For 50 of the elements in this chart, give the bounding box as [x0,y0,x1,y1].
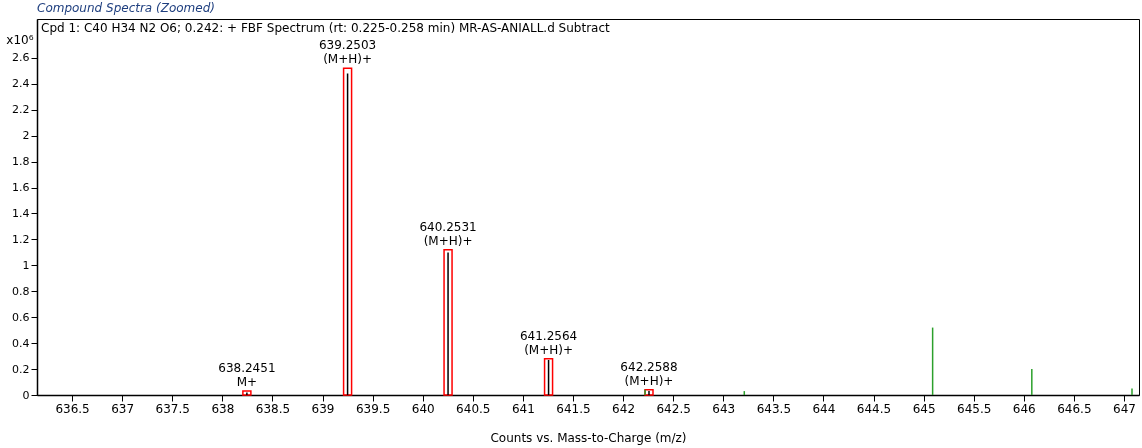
x-tick-label: 640.5 [456,401,491,416]
bar [342,67,353,396]
y-tick-label: 2.2 [12,103,30,117]
x-tick-label: 645 [912,401,936,416]
x-tick-label: 636.5 [55,401,90,416]
y-tick-label: 2.4 [12,77,30,91]
bar [242,390,252,396]
x-tick-label: 638 [211,401,235,416]
y-tick-label: 0.4 [12,336,30,350]
annotation: 642.2588 (M+H)+ [620,359,678,388]
y-tick-label: 2.6 [12,51,30,65]
bar [543,357,554,396]
y-tick-label: 0.6 [12,310,30,324]
x-tick-label: 639 [311,401,335,416]
x-tick-label: 644.5 [856,401,892,416]
x-tick-label: 641 [511,401,535,416]
annotation: 640.2531 (M+H)+ [419,219,477,248]
x-tick-label: 639.5 [355,401,391,416]
x-tick-label: 642.5 [656,401,691,416]
y-tick-label: 1.8 [12,155,30,169]
y-tick-label: 0.8 [12,284,30,298]
y-tick-label: 2 [22,129,30,143]
x-tick-label: 637.5 [155,401,190,416]
chart-title: Compound Spectra (Zoomed) [37,1,215,15]
x-tick-label: 646.5 [1057,401,1092,416]
x-tick-label: 638.5 [255,401,291,416]
x-tick-label: 643 [712,401,736,416]
y-tick-label: 0.2 [12,362,30,376]
x-tick-label: 644 [812,401,836,416]
y-tick-label: 0 [22,388,30,402]
annotation: 639.2503 (M+H)+ [318,38,377,67]
bar [443,249,453,396]
x-tick-label: 645.5 [957,401,992,416]
annotation: 638.2451 M+ [218,361,276,390]
y-tick-label: 1.2 [12,232,30,246]
x-tick-label: 647 [1113,401,1136,416]
y-axis-title: x10⁶ [6,32,34,47]
x-tick-label: 641.5 [556,401,591,416]
y-tick-label: 1.4 [12,206,30,220]
x-axis-title: Counts vs. Mass-to-Charge (m/z) [490,430,687,445]
annotation: Cpd 1: C40 H34 N2 O6; 0.242: + FBF Spectrum (rt: 0.225-0.258 min) MR-AS-ANIALL.d Subtract [41,21,611,35]
x-tick-label: 637 [111,401,135,416]
y-tick-label: 1 [22,258,30,272]
x-tick-label: 642 [612,401,636,416]
x-tick-label: 643.5 [756,401,792,416]
annotation: 641.2564 (M+H)+ [519,328,578,357]
bar [644,389,654,396]
x-tick-label: 646 [1012,401,1036,416]
x-tick-label: 640 [411,401,435,416]
y-tick-label: 1.6 [12,181,30,195]
